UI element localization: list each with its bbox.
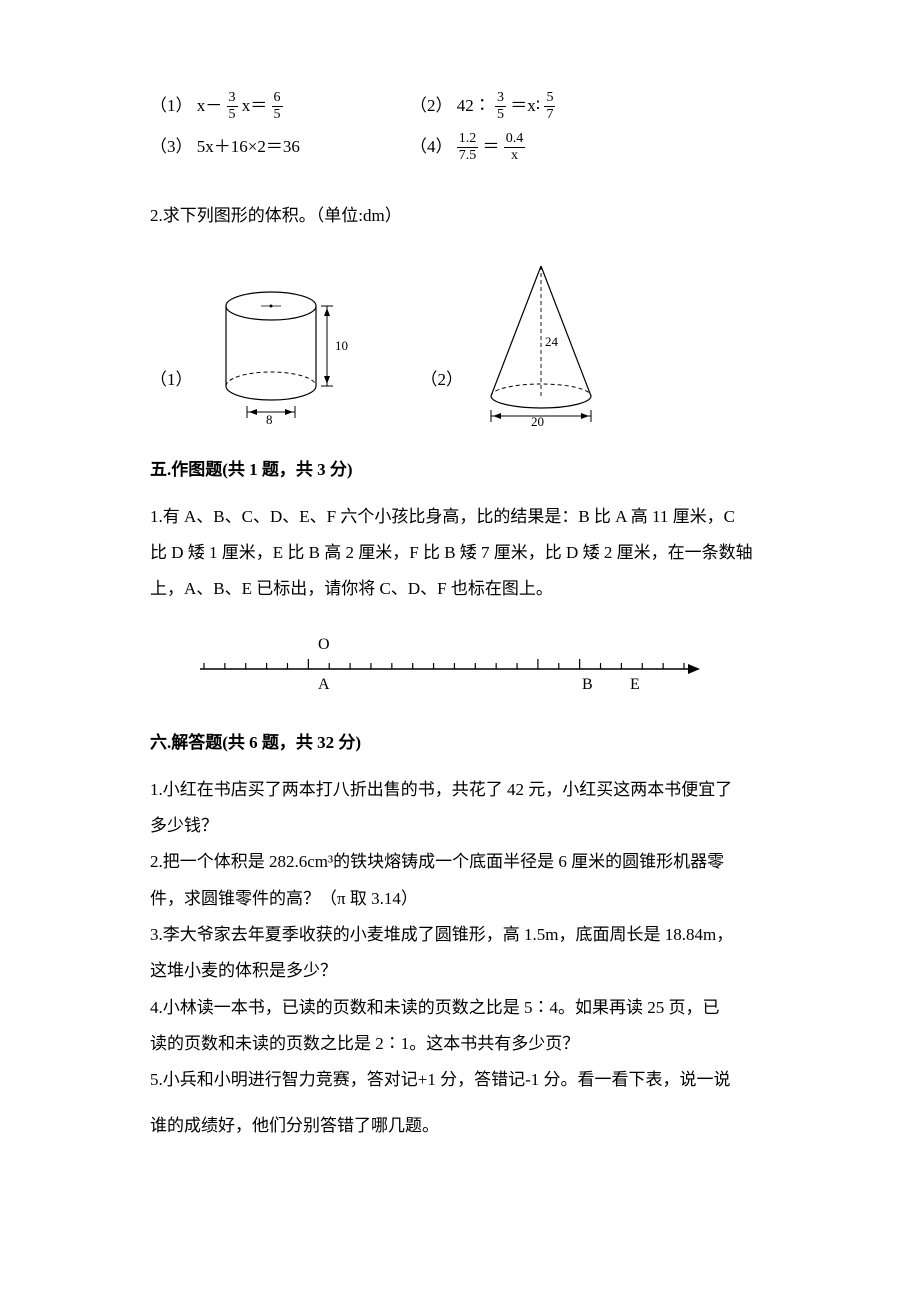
s6-q4-l1: 4.小林读一本书，已读的页数和未读的页数之比是 5∶4。如果再读 25 页，已 — [150, 992, 790, 1024]
s6-q5-l1: 5.小兵和小明进行智力竞赛，答对记+1 分，答错记-1 分。看一看下表，说一说 — [150, 1064, 790, 1096]
cyl-diam-label: 8 — [266, 412, 273, 426]
nl-label-O: O — [318, 636, 330, 653]
eq1-mid: x＝ — [242, 96, 268, 115]
eq3-label: （3） — [150, 137, 193, 156]
cylinder-diagram: 10 8 — [201, 266, 361, 426]
number-line-figure: O A B E — [190, 629, 790, 699]
equation-row-1: （1） x－ 3 5 x＝ 6 5 （2） 42∶ 3 5 ＝x∶ 5 7 — [150, 90, 790, 123]
eq2-label: （2） — [410, 96, 453, 115]
q2-text: 2.求下列图形的体积。（单位:dm） — [150, 200, 790, 232]
s6-q5-l2: 谁的成绩好，他们分别答错了哪几题。 — [150, 1110, 790, 1142]
eq1-frac1: 3 5 — [227, 90, 238, 122]
cyl-height-label: 10 — [335, 338, 348, 353]
equation-row-2: （3） 5x＋16×2＝36 （4） 1.2 7.5 ＝ 0.4 x — [150, 131, 790, 164]
nl-label-A: A — [318, 676, 330, 693]
number-line-svg: O A B E — [190, 629, 710, 699]
eq4-label: （4） — [410, 137, 453, 156]
eq2-frac1: 3 5 — [495, 90, 506, 122]
eq1-pre: x－ — [197, 96, 223, 115]
s6-q2-l1: 2.把一个体积是 282.6cm³的铁块熔铸成一个底面半径是 6 厘米的圆锥形机… — [150, 846, 790, 878]
eq2-frac2: 5 7 — [544, 90, 555, 122]
eq3-expr: 5x＋16×2＝36 — [197, 137, 300, 156]
section5-title: 五.作图题(共 1 题，共 3 分) — [150, 454, 790, 486]
eq2-pre: 42∶ — [457, 96, 491, 115]
fig2-label: （2） — [421, 364, 464, 396]
eq4-frac1: 1.2 7.5 — [457, 131, 479, 163]
s6-q4-l2: 读的页数和未读的页数之比是 2∶1。这本书共有多少页？ — [150, 1028, 790, 1060]
nl-label-E: E — [630, 676, 640, 693]
s6-q1-l2: 多少钱？ — [150, 810, 790, 842]
cone-diam-label: 20 — [531, 414, 544, 426]
eq1-label: （1） — [150, 96, 193, 115]
equation-1: （1） x－ 3 5 x＝ 6 5 — [150, 90, 410, 123]
figures-row: （1） 10 8 — [150, 256, 790, 426]
s6-q2-l2: 件，求圆锥零件的高？（π 取 3.14） — [150, 883, 790, 915]
equation-4: （4） 1.2 7.5 ＝ 0.4 x — [410, 131, 790, 164]
s6-q3-l1: 3.李大爷家去年夏季收获的小麦堆成了圆锥形，高 1.5m，底面周长是 18.84… — [150, 919, 790, 951]
equation-2: （2） 42∶ 3 5 ＝x∶ 5 7 — [410, 90, 790, 123]
cone-diagram: 24 20 — [471, 256, 621, 426]
figure-2: （2） 24 20 — [421, 256, 622, 426]
s6-q3-l2: 这堆小麦的体积是多少？ — [150, 955, 790, 987]
eq1-frac2: 6 5 — [272, 90, 283, 122]
cone-height-label: 24 — [545, 334, 559, 349]
equation-3: （3） 5x＋16×2＝36 — [150, 131, 410, 164]
s5-q1-l1: 1.有 A、B、C、D、E、F 六个小孩比身高，比的结果是：B 比 A 高 11… — [150, 501, 790, 533]
eq4-eq: ＝ — [483, 137, 500, 156]
nl-label-B: B — [582, 676, 593, 693]
eq2-mid: ＝x∶ — [510, 96, 540, 115]
fig1-label: （1） — [150, 364, 193, 396]
figure-1: （1） 10 8 — [150, 266, 361, 426]
s6-q1-l1: 1.小红在书店买了两本打八折出售的书，共花了 42 元，小红买这两本书便宜了 — [150, 774, 790, 806]
s5-q1-l3: 上，A、B、E 已标出，请你将 C、D、F 也标在图上。 — [150, 573, 790, 605]
eq4-frac2: 0.4 x — [504, 131, 526, 163]
section6-title: 六.解答题(共 6 题，共 32 分) — [150, 727, 790, 759]
s5-q1-l2: 比 D 矮 1 厘米，E 比 B 高 2 厘米，F 比 B 矮 7 厘米，比 D… — [150, 537, 790, 569]
